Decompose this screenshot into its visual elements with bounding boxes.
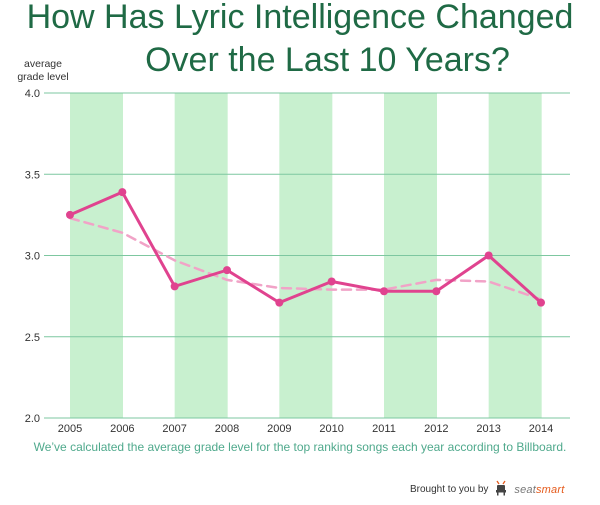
x-tick-label: 2009 <box>267 423 291 435</box>
x-tick-label: 2014 <box>529 423 553 435</box>
y-tick-label: 3.0 <box>25 251 40 263</box>
data-point-2005 <box>66 210 74 219</box>
x-tick-label: 2006 <box>110 423 134 435</box>
data-point-2012 <box>432 287 441 296</box>
x-tick-label: 2007 <box>162 423 186 435</box>
data-point-2010 <box>327 277 336 286</box>
x-tick-label: 2013 <box>476 423 500 435</box>
trend-line <box>68 216 543 301</box>
credit: Brought to you by seatsmart <box>410 480 564 499</box>
data-point-2011 <box>380 287 388 296</box>
brand-accent: smart <box>535 483 565 496</box>
x-tick-label: 2012 <box>424 423 448 435</box>
y-tick-label: 3.5 <box>25 169 40 181</box>
seat-icon <box>494 480 508 499</box>
y-tick-label: 4.0 <box>25 88 40 100</box>
chart-title-line2: Over the Last 10 Years? <box>145 41 510 79</box>
data-point-2007 <box>170 282 179 291</box>
data-point-2008 <box>223 266 231 275</box>
x-tick-label: 2008 <box>215 423 239 435</box>
data-point-2006 <box>118 188 127 197</box>
data-point-2013 <box>484 251 493 260</box>
data-point-2009 <box>275 298 284 307</box>
credit-prefix: Brought to you by <box>410 484 489 495</box>
y-tick-label: 2.5 <box>25 332 40 344</box>
main-line <box>69 190 543 305</box>
chart-title-line1: How Has Lyric Intelligence Changed <box>26 0 574 36</box>
x-tick-label: 2005 <box>58 423 82 435</box>
brand-logo: seatsmart <box>514 484 564 496</box>
brand-main: seat <box>514 483 536 496</box>
y-tick-label: 2.0 <box>25 413 40 425</box>
y-axis-label: average grade level <box>17 58 69 83</box>
line-chart: 2.0 2.5 3.0 3.5 4.0 2005 2006 2007 2008 2009 2010 2… <box>25 88 570 435</box>
x-tick-label: 2010 <box>319 423 343 435</box>
x-tick-label: 2011 <box>372 423 396 435</box>
chart-caption: We’ve calculated the average grade level… <box>33 440 567 454</box>
data-point-2014 <box>537 298 545 307</box>
